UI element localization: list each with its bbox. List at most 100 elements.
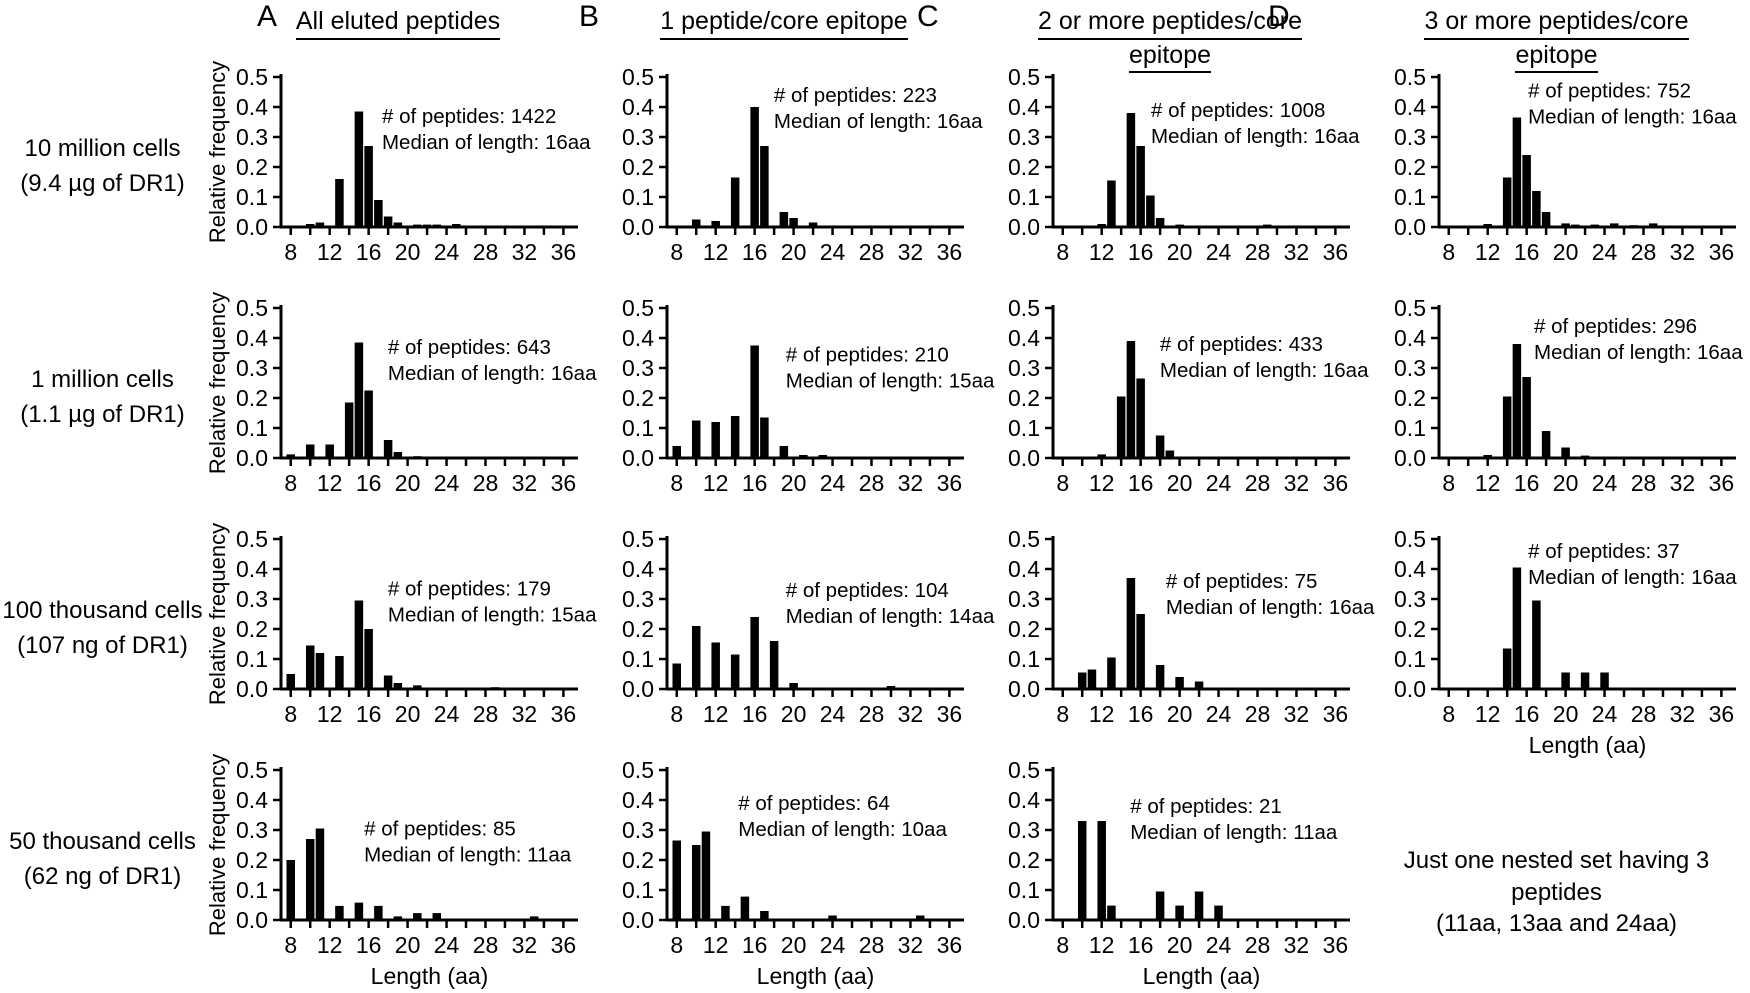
svg-text:28: 28 xyxy=(859,701,885,727)
svg-text:# of peptides: 752: # of peptides: 752 xyxy=(1528,80,1691,103)
svg-text:16: 16 xyxy=(742,932,768,958)
svg-text:# of peptides: 1422: # of peptides: 1422 xyxy=(382,105,556,128)
svg-text:8: 8 xyxy=(284,701,297,727)
svg-text:0.2: 0.2 xyxy=(622,154,654,180)
svg-text:16: 16 xyxy=(742,470,768,496)
bar-len-23 xyxy=(1204,225,1214,227)
svg-text:0.3: 0.3 xyxy=(622,817,654,843)
bar-len-31 xyxy=(1668,225,1677,227)
svg-text:Median of length: 16aa: Median of length: 16aa xyxy=(382,131,591,154)
bar-len-18 xyxy=(383,440,393,458)
svg-text:0.4: 0.4 xyxy=(622,325,654,351)
svg-text:0.1: 0.1 xyxy=(236,877,268,903)
bar-len-16 xyxy=(1136,378,1145,458)
panel-letter-a: A xyxy=(257,0,278,33)
histogram-a4: 0.0 0.1 0.2 0.3 0.4 0.5 8 12 16 20 24 28 32 36 # of pe… xyxy=(205,754,578,989)
column-title-d-line1: 3 or more peptides/core xyxy=(1424,6,1689,40)
svg-text:12: 12 xyxy=(1089,932,1115,958)
svg-text:0.3: 0.3 xyxy=(622,586,654,612)
bar-len-17 xyxy=(760,146,769,227)
svg-text:0.1: 0.1 xyxy=(1008,184,1040,210)
svg-text:36: 36 xyxy=(1709,470,1735,496)
svg-text:0.5: 0.5 xyxy=(1008,757,1040,783)
svg-text:# of peptides: 104: # of peptides: 104 xyxy=(786,579,949,602)
bar-len-8 xyxy=(286,674,295,689)
svg-text:20: 20 xyxy=(395,239,421,265)
bar-len-14 xyxy=(730,654,740,689)
histogram-d3: 0.0 0.1 0.2 0.3 0.4 0.5 8 12 16 20 24 28 32 36 # of pe… xyxy=(1394,526,1737,758)
svg-text:36: 36 xyxy=(551,239,577,265)
nested-set-note-line3: (11aa, 13aa and 24aa) xyxy=(1435,910,1678,938)
svg-text:0.1: 0.1 xyxy=(1008,877,1040,903)
bar-len-15 xyxy=(354,342,364,458)
bar-len-33 xyxy=(529,916,539,920)
svg-text:Median of length: 16aa: Median of length: 16aa xyxy=(1528,106,1737,129)
svg-text:0.4: 0.4 xyxy=(622,787,654,813)
bar-len-13 xyxy=(335,905,344,920)
svg-text:0.3: 0.3 xyxy=(1394,586,1426,612)
svg-text:Median of length: 15aa: Median of length: 15aa xyxy=(388,604,597,627)
bar-len-12 xyxy=(325,444,334,458)
svg-text:32: 32 xyxy=(1284,701,1310,727)
bar-len-33 xyxy=(915,915,925,920)
bar-len-16 xyxy=(750,345,759,458)
svg-text:20: 20 xyxy=(1553,470,1579,496)
svg-text:28: 28 xyxy=(1245,470,1271,496)
bar-len-17 xyxy=(760,417,769,458)
bar-len-18 xyxy=(1541,431,1551,458)
svg-text:0.2: 0.2 xyxy=(1394,616,1426,642)
bar-len-16 xyxy=(1522,377,1531,458)
svg-text:24: 24 xyxy=(1206,239,1232,265)
svg-text:Median of length: 16aa: Median of length: 16aa xyxy=(1160,359,1369,382)
bar-len-19 xyxy=(393,222,403,227)
bar-len-17 xyxy=(1146,195,1155,227)
bar-len-13 xyxy=(1107,905,1116,920)
svg-text:20: 20 xyxy=(781,932,807,958)
nested-set-note: Just one nested set having 3 peptides (1… xyxy=(1363,757,1750,989)
bar-len-15 xyxy=(1512,344,1522,458)
bar-len-10 xyxy=(305,224,315,227)
svg-text:8: 8 xyxy=(1442,470,1455,496)
bar-len-19 xyxy=(1165,450,1175,458)
svg-text:0.0: 0.0 xyxy=(1394,676,1426,702)
svg-text:0.0: 0.0 xyxy=(622,214,654,240)
bar-len-15 xyxy=(1126,578,1136,689)
svg-text:# of peptides: 75: # of peptides: 75 xyxy=(1166,570,1318,593)
column-title-d-line2: epitope xyxy=(1515,40,1598,73)
bar-len-23 xyxy=(818,455,828,458)
svg-text:8: 8 xyxy=(1056,701,1069,727)
svg-text:28: 28 xyxy=(1245,701,1271,727)
svg-text:0.5: 0.5 xyxy=(1008,295,1040,321)
bar-len-21 xyxy=(799,455,808,458)
svg-text:0.0: 0.0 xyxy=(1394,214,1426,240)
svg-text:28: 28 xyxy=(473,932,499,958)
bar-len-15 xyxy=(354,600,364,689)
svg-text:0.2: 0.2 xyxy=(1394,154,1426,180)
svg-text:0.0: 0.0 xyxy=(622,907,654,933)
histogram-a3: 0.0 0.1 0.2 0.3 0.4 0.5 8 12 16 20 24 28 32 36 # of pe… xyxy=(205,523,597,727)
svg-text:0.1: 0.1 xyxy=(622,184,654,210)
panel-letter-c: C xyxy=(917,0,939,33)
svg-text:28: 28 xyxy=(473,239,499,265)
bar-len-8 xyxy=(672,225,681,227)
bar-len-14 xyxy=(730,177,740,227)
svg-text:0.3: 0.3 xyxy=(236,124,268,150)
bar-len-17 xyxy=(760,911,769,920)
histogram-d1: 0.0 0.1 0.2 0.3 0.4 0.5 8 12 16 20 24 28 32 36 # of pe… xyxy=(1394,64,1737,265)
svg-text:20: 20 xyxy=(395,932,421,958)
bar-len-12 xyxy=(711,422,720,458)
histogram-c1: 0.0 0.1 0.2 0.3 0.4 0.5 8 12 16 20 24 28 32 36 # of pe… xyxy=(1008,64,1360,265)
svg-text:36: 36 xyxy=(551,932,577,958)
svg-text:0.5: 0.5 xyxy=(622,64,654,90)
bar-len-14 xyxy=(730,416,740,458)
bar-len-23 xyxy=(1590,224,1600,227)
svg-text:28: 28 xyxy=(859,932,885,958)
svg-text:32: 32 xyxy=(1670,470,1696,496)
bar-len-18 xyxy=(1155,665,1165,689)
chart-d3: 0.0 0.1 0.2 0.3 0.4 0.5 8 12 16 20 24 28 32 36 # of pe… xyxy=(1363,526,1750,758)
svg-text:8: 8 xyxy=(1442,239,1455,265)
svg-text:8: 8 xyxy=(1056,932,1069,958)
bar-len-15 xyxy=(1512,567,1522,689)
svg-text:0.2: 0.2 xyxy=(236,847,268,873)
svg-text:0.4: 0.4 xyxy=(1008,325,1040,351)
